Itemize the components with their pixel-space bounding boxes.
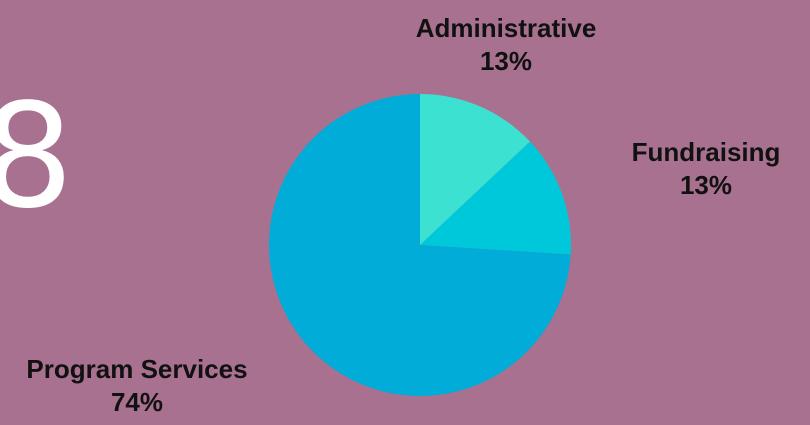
pie-slice-fundraising <box>420 141 571 255</box>
slice-percent-program-services: 74% <box>110 387 164 418</box>
slice-percent-fundraising: 13% <box>679 170 733 201</box>
slice-name-program-services: Program Services <box>26 354 248 384</box>
slice-name-administrative: Administrative <box>415 13 597 43</box>
slice-label-administrative: Administrative 13% <box>399 12 613 79</box>
partial-edge-glyph: 8 <box>0 72 74 240</box>
slice-label-fundraising: Fundraising 13% <box>611 136 801 203</box>
slice-percent-administrative: 13% <box>479 46 533 77</box>
slice-label-program-services: Program Services 74% <box>4 353 270 420</box>
pie-slice-administrative <box>420 94 531 245</box>
slice-name-fundraising: Fundraising <box>631 137 781 167</box>
pie-slice-program-services <box>268 94 571 397</box>
